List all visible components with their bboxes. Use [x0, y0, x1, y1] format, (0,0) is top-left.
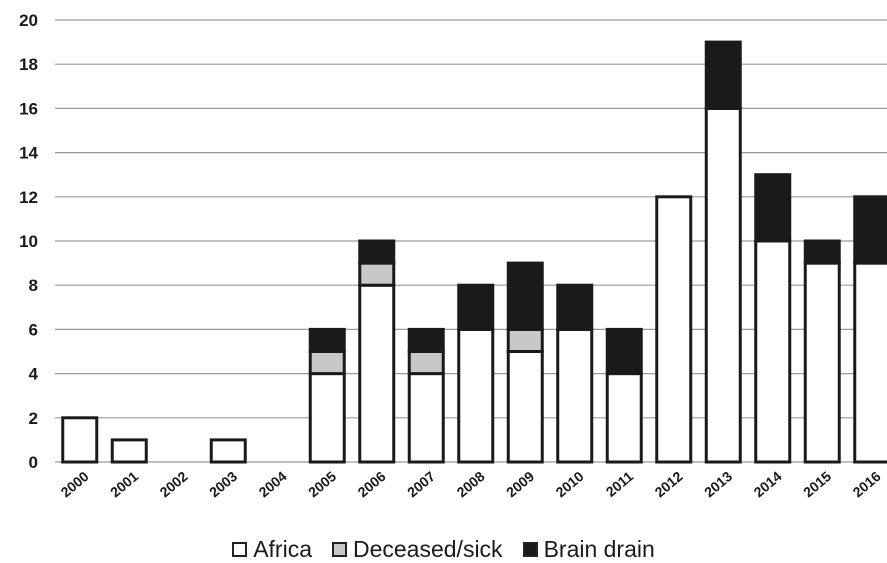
- x-tick-label-2004: 2004: [256, 468, 290, 500]
- bar-deceased-sick-2009: [506, 327, 544, 353]
- x-tick-label-2001: 2001: [107, 468, 141, 500]
- bar-africa-2009: [506, 350, 544, 464]
- y-tick-label: 0: [29, 453, 38, 472]
- legend-label-deceased-sick: Deceased/sick: [352, 536, 503, 562]
- x-tick-label-2016: 2016: [850, 468, 884, 500]
- y-tick-label: 20: [19, 11, 38, 30]
- bars: [61, 40, 887, 464]
- bar-brain-drain-2006: [358, 239, 396, 265]
- bar-africa-2014: [754, 239, 792, 464]
- bar-africa-2016: [853, 261, 887, 464]
- y-tick-label: 4: [29, 365, 39, 384]
- bar-africa-2013: [704, 106, 742, 464]
- x-tick-label-2012: 2012: [652, 468, 686, 500]
- bar-deceased-sick-2006: [358, 261, 396, 287]
- bar-brain-drain-2011: [605, 327, 643, 376]
- x-tick-label-2011: 2011: [603, 468, 637, 500]
- legend-label-africa: Africa: [253, 536, 312, 562]
- bar-africa-2000: [61, 416, 99, 464]
- x-tick-label-2003: 2003: [206, 468, 240, 500]
- legend-item-deceased-sick: Deceased/sick: [331, 536, 503, 563]
- y-tick-label: 10: [19, 232, 38, 251]
- y-tick-label: 12: [19, 188, 38, 207]
- bar-brain-drain-2014: [754, 173, 792, 243]
- y-tick-label: 2: [29, 409, 38, 428]
- bar-africa-2015: [803, 261, 841, 464]
- x-tick-label-2002: 2002: [157, 468, 191, 500]
- bar-deceased-sick-2007: [407, 350, 445, 376]
- x-tick-label-2005: 2005: [305, 468, 339, 500]
- x-axis-ticks: 2000 2001 2002 2003 2004 2005 2006 2007 2008 2009…: [58, 468, 884, 500]
- y-tick-label: 18: [19, 55, 38, 74]
- bar-brain-drain-2009: [506, 261, 544, 331]
- x-tick-label-2007: 2007: [404, 468, 438, 500]
- bar-brain-drain-2005: [308, 327, 346, 353]
- legend-swatch-brain-drain: [522, 542, 538, 557]
- bar-africa-2005: [308, 372, 346, 464]
- bar-deceased-sick-2005: [308, 350, 346, 376]
- bar-africa-2008: [457, 327, 495, 464]
- bar-africa-2012: [655, 195, 693, 464]
- bar-africa-2010: [556, 327, 594, 464]
- x-tick-label-2014: 2014: [751, 468, 785, 500]
- legend-item-brain-drain: Brain drain: [522, 536, 655, 563]
- x-tick-label-2009: 2009: [503, 468, 537, 500]
- bar-africa-2001: [110, 438, 148, 464]
- bar-africa-2003: [209, 438, 247, 464]
- bar-brain-drain-2013: [704, 40, 742, 110]
- bar-brain-drain-2016: [853, 195, 887, 265]
- bar-brain-drain-2015: [803, 239, 841, 265]
- x-tick-label-2010: 2010: [553, 468, 587, 500]
- bar-brain-drain-2008: [457, 283, 495, 331]
- legend: Africa Deceased/sick Brain drain: [0, 536, 887, 563]
- x-tick-label-2000: 2000: [58, 468, 92, 500]
- x-tick-label-2008: 2008: [454, 468, 488, 500]
- bar-africa-2007: [407, 372, 445, 464]
- y-tick-label: 14: [19, 144, 38, 163]
- legend-item-africa: Africa: [232, 536, 312, 563]
- legend-label-brain-drain: Brain drain: [543, 536, 655, 562]
- x-tick-label-2015: 2015: [800, 468, 834, 500]
- bar-africa-2011: [605, 372, 643, 464]
- legend-swatch-africa: [232, 542, 248, 557]
- y-tick-label: 6: [29, 320, 38, 339]
- y-tick-label: 16: [19, 99, 38, 118]
- y-axis-ticks: 0 2 4 6 8 10 12 14 16 18 20: [19, 11, 38, 472]
- y-tick-label: 8: [29, 276, 38, 295]
- x-tick-label-2013: 2013: [701, 468, 735, 500]
- bar-brain-drain-2010: [556, 283, 594, 331]
- bar-brain-drain-2007: [407, 327, 445, 353]
- x-tick-label-2006: 2006: [355, 468, 389, 500]
- bar-africa-2006: [358, 283, 396, 464]
- legend-swatch-deceased-sick: [331, 542, 347, 557]
